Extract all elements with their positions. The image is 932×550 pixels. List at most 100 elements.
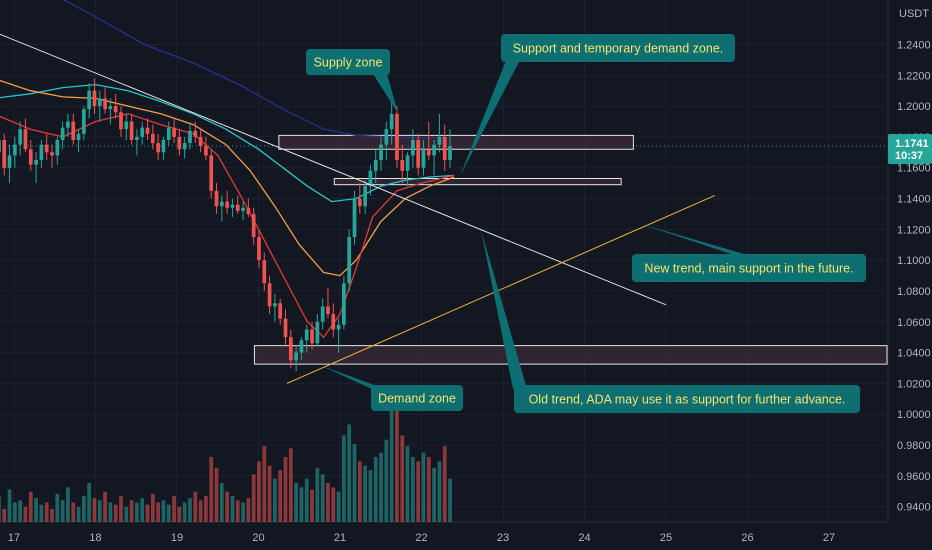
candle-body xyxy=(342,283,346,325)
annotation-pointer xyxy=(481,230,527,389)
zones xyxy=(253,134,888,365)
candle-body xyxy=(166,127,171,141)
x-tick-label: 23 xyxy=(497,532,509,544)
candle-body xyxy=(92,90,97,107)
annotation-text: New trend, main support in the future. xyxy=(644,262,853,276)
x-tick-label: 18 xyxy=(89,532,101,544)
candle-body xyxy=(198,136,203,147)
volume-bar xyxy=(352,444,357,522)
volume-bar xyxy=(405,446,410,522)
y-tick-label: 1.1000 xyxy=(897,255,931,267)
trend-line xyxy=(286,194,716,384)
candle-body xyxy=(241,207,245,211)
candle-body xyxy=(331,314,336,330)
candle-body xyxy=(442,136,447,161)
candle-body xyxy=(135,136,139,141)
volume-bar xyxy=(188,498,192,522)
x-tick-label: 24 xyxy=(578,532,590,544)
volume-bar xyxy=(166,504,171,522)
volume-bar xyxy=(161,500,166,522)
annotation-box xyxy=(632,254,866,282)
candle-body xyxy=(416,140,421,168)
candle-body xyxy=(50,152,54,156)
candle-body xyxy=(129,121,134,141)
candle-body xyxy=(172,127,176,137)
candle-body xyxy=(34,160,38,165)
volume-bar xyxy=(71,502,76,522)
candle-body xyxy=(257,237,261,261)
candle-body xyxy=(161,140,166,153)
volume-bar xyxy=(156,502,160,522)
candle-body xyxy=(299,340,304,353)
x-tick-label: 27 xyxy=(823,532,835,544)
candle-body xyxy=(124,121,129,130)
candle-body xyxy=(326,306,330,315)
x-tick-label: 22 xyxy=(415,532,427,544)
candle-body xyxy=(373,160,378,171)
volume-bar xyxy=(18,500,23,522)
candle-body xyxy=(273,303,277,307)
volume-bar xyxy=(331,487,336,522)
volume-bar xyxy=(55,493,60,522)
volume-bar xyxy=(442,446,447,522)
candle-body xyxy=(336,324,341,330)
candle-body xyxy=(219,201,224,207)
volume-bar xyxy=(384,439,389,522)
volume-bar xyxy=(198,500,203,522)
y-tick-label: 1.2400 xyxy=(897,40,931,52)
candle-body xyxy=(235,204,240,211)
volume-bar xyxy=(448,478,452,522)
volume-bar xyxy=(400,435,405,522)
annotation: Demand zone xyxy=(322,366,463,411)
candle-body xyxy=(320,306,325,322)
volume-bar xyxy=(97,500,102,522)
volume-bar xyxy=(241,502,245,522)
moving-average-line xyxy=(62,0,447,140)
annotation-text: Support and temporary demand zone. xyxy=(513,42,724,56)
time-axis[interactable]: 17 18 19 20 21 22 23 24 25 26 27 xyxy=(8,532,835,544)
candle-body xyxy=(389,113,394,130)
candle-body xyxy=(225,201,229,208)
candle-body xyxy=(81,109,86,134)
volume-bar xyxy=(251,474,256,522)
volume-bar xyxy=(267,465,272,522)
volume-bar xyxy=(103,491,107,522)
candle-body xyxy=(448,146,452,161)
y-tick-label: 1.2000 xyxy=(897,101,931,113)
volume-bar xyxy=(389,392,394,522)
volume-bar xyxy=(81,496,86,522)
volume-bar xyxy=(411,457,415,522)
candle-body xyxy=(119,112,123,130)
price-zone xyxy=(253,345,888,365)
volume-bar xyxy=(432,467,436,522)
y-tick-label: 1.0800 xyxy=(897,286,931,298)
volume-bar xyxy=(357,461,362,522)
annotation-box xyxy=(501,34,735,62)
volume-bar xyxy=(113,504,118,522)
candle-body xyxy=(12,144,17,156)
volume-bar xyxy=(273,478,277,522)
annotation: Old trend, ADA may use it as support for… xyxy=(481,230,860,413)
volume-bar xyxy=(66,487,70,522)
candle-body xyxy=(60,127,65,141)
volume-bar xyxy=(34,498,38,522)
candle-body xyxy=(140,127,145,137)
y-tick-label: 0.9600 xyxy=(897,471,931,483)
x-tick-label: 17 xyxy=(8,532,20,544)
candle-body xyxy=(28,149,33,165)
candle-body xyxy=(145,127,150,134)
candle-body xyxy=(278,303,283,319)
volume-bar xyxy=(246,498,251,522)
candle-body xyxy=(204,146,208,156)
volume-bar xyxy=(299,487,304,522)
volume-bar xyxy=(336,491,341,522)
volume-bar xyxy=(44,502,49,522)
volume-bar xyxy=(23,506,28,522)
volume-bar xyxy=(39,504,44,522)
annotations: Supply zone Support and temporary demand … xyxy=(306,34,866,413)
candle-body xyxy=(156,143,160,153)
volume-bars xyxy=(0,392,452,522)
volume-bar xyxy=(7,489,12,522)
y-tick-label: 1.0000 xyxy=(897,409,931,421)
